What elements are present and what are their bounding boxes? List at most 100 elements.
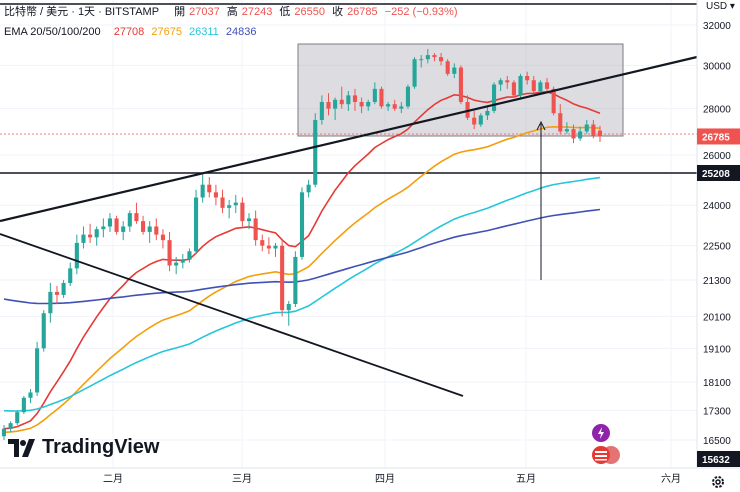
candle-body: [538, 82, 543, 92]
price-axis[interactable]: 32000 30000 28000 26000 24000 22500 21300 20100…: [703, 21, 731, 447]
candle-body: [293, 256, 298, 305]
ema20-line: [3, 91, 601, 430]
time-tick-label: 五月: [516, 473, 536, 485]
candle-body: [266, 245, 271, 249]
candle-body: [154, 226, 159, 235]
open-label: 開: [174, 6, 186, 18]
candle-body: [412, 59, 417, 87]
candle-body: [213, 192, 218, 198]
currency-label: USD: [706, 1, 728, 12]
candle-body: [299, 192, 305, 257]
close-value: 26785: [347, 6, 378, 18]
ema-label[interactable]: EMA 20/50/100/200: [4, 26, 101, 38]
candle-body: [518, 75, 523, 96]
close-label: 收: [332, 6, 344, 18]
ema100-value: 26311: [189, 26, 219, 38]
candle-body: [174, 262, 179, 266]
high-value: 27243: [241, 6, 273, 18]
candle-body: [101, 226, 106, 230]
chevron-down-icon: ▾: [729, 1, 735, 12]
candle-body: [286, 304, 291, 311]
price-tick-label: 17300: [703, 406, 731, 417]
open-value: 27037: [189, 6, 220, 18]
candle-body: [68, 268, 73, 283]
candle-body: [35, 348, 40, 393]
low-price-badge: 15632: [702, 455, 730, 466]
candle-body: [558, 113, 563, 132]
candle-body: [74, 242, 79, 269]
price-tick-label: 30000: [703, 61, 731, 72]
candle-body: [544, 82, 550, 89]
candle-body: [8, 423, 13, 429]
currency-selector[interactable]: USD ▾: [706, 1, 735, 12]
candle-body: [352, 95, 358, 102]
candle-body: [465, 101, 470, 118]
candle-body: [306, 184, 311, 193]
candle-body: [147, 226, 152, 232]
price-tick-label: 32000: [703, 21, 731, 32]
gear-icon[interactable]: [710, 474, 726, 490]
time-axis[interactable]: 二月 三月 四月 五月 六月: [103, 473, 681, 485]
candle-body: [472, 117, 477, 125]
brand-name: TradingView: [42, 436, 160, 458]
ema-legend: EMA 20/50/100/200 27708 27675 26311 2483…: [4, 26, 260, 38]
ema50-value: 27675: [151, 26, 182, 38]
candle-body: [432, 55, 437, 58]
brand-logo[interactable]: TradingView: [8, 436, 159, 459]
candle-body: [346, 95, 351, 105]
candles: [1, 48, 603, 440]
candle-body: [121, 226, 126, 232]
high-label: 高: [226, 6, 238, 18]
candle-body: [107, 218, 113, 227]
candle-body: [273, 245, 278, 249]
candle-body: [180, 259, 185, 263]
candle-body: [207, 184, 212, 193]
candle-body: [597, 130, 603, 137]
candle-body: [280, 245, 285, 311]
candle-body: [193, 197, 199, 252]
candle-body: [399, 106, 404, 109]
candle-body: [366, 101, 371, 107]
low-label: 低: [279, 6, 291, 18]
change-value: −252 (−0.93%): [384, 6, 458, 18]
grid-lines: [0, 0, 697, 468]
candle-body: [187, 251, 192, 260]
candle-body: [584, 124, 589, 132]
candle-body: [246, 218, 252, 222]
price-tick-label: 22500: [703, 242, 731, 253]
candle-body: [313, 119, 318, 185]
candle-body: [511, 82, 516, 96]
candle-body: [28, 392, 33, 398]
tradingview-logo-icon: [8, 438, 35, 457]
candle-body: [525, 75, 530, 81]
symbol-header: 比特幣 / 美元 · 1天 · BITSTAMP 開 27037 高 27243 低…: [4, 3, 462, 19]
ema-lines: [3, 91, 601, 434]
us-flag-icon[interactable]: [592, 446, 610, 464]
candle-body: [551, 88, 556, 114]
candle-body: [21, 397, 26, 413]
candle-body: [1, 428, 7, 437]
price-tick-label: 21300: [703, 276, 731, 287]
candle-body: [319, 101, 324, 120]
candle-body: [505, 80, 510, 83]
candle-body: [114, 218, 119, 232]
price-tick-label: 20100: [703, 312, 731, 323]
candle-body: [88, 234, 93, 238]
lightning-icon[interactable]: [592, 424, 610, 442]
candle-body: [41, 313, 46, 349]
candle-body: [141, 221, 146, 232]
candle-body: [419, 59, 424, 61]
candle-body: [54, 291, 60, 295]
candle-body: [392, 104, 397, 109]
candle-body: [379, 88, 384, 107]
support-level-badge-bg: [697, 165, 740, 181]
symbol-title[interactable]: 比特幣 / 美元 · 1天 · BITSTAMP: [4, 6, 160, 18]
ema50-line: [3, 125, 601, 434]
candle-body: [578, 131, 583, 139]
candle-body: [233, 202, 238, 206]
candle-body: [326, 101, 331, 109]
price-badges: 26785 25208 15632: [697, 128, 740, 467]
price-tick-label: 26000: [703, 151, 731, 162]
current-price-badge-bg: [697, 128, 740, 145]
